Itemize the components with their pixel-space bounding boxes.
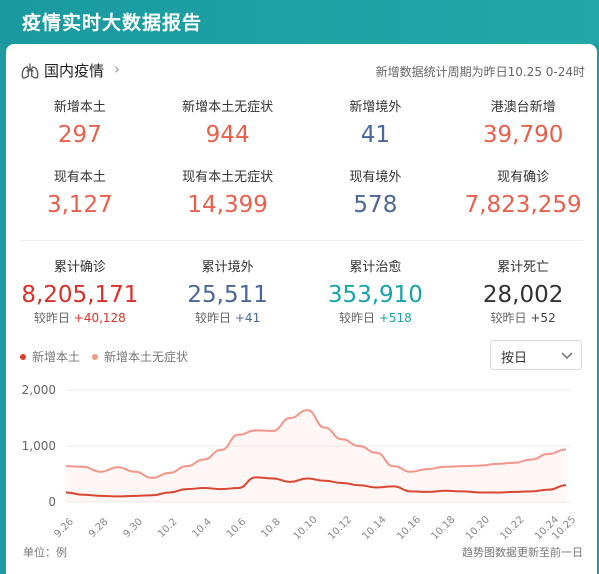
stat-value: 3,127 xyxy=(46,192,113,218)
x-tick-label: 10.2 xyxy=(156,516,180,540)
stat-label: 累计确诊 xyxy=(53,260,106,275)
stat-value: 41 xyxy=(360,122,391,148)
stat-new-local-asymptomatic: 新增本土无症状 944 xyxy=(154,98,302,150)
x-tick-label: 10.6 xyxy=(225,516,249,540)
select-value: 按日 xyxy=(501,351,528,366)
series-line-local xyxy=(65,476,567,498)
compare-value: +52 xyxy=(530,311,556,325)
stat-compare: 较昨日 +41 xyxy=(154,310,302,326)
stat-label: 现有确诊 xyxy=(497,170,550,185)
stat-current-imported: 现有境外 578 xyxy=(302,168,450,220)
stat-current-confirmed: 现有确诊 7,823,259 xyxy=(449,168,597,220)
compare-value: +40,128 xyxy=(73,311,126,325)
x-tick-label: 10.4 xyxy=(190,516,214,540)
stat-label: 现有本土无症状 xyxy=(182,170,274,185)
x-tick-label: 10.20 xyxy=(464,514,492,542)
stat-compare: 较昨日 +518 xyxy=(302,310,450,326)
legend-dot xyxy=(92,353,99,360)
x-tick-label: 9.28 xyxy=(87,516,111,540)
stat-label: 港澳台新增 xyxy=(490,100,556,115)
stat-new-imported: 新增境外 41 xyxy=(302,98,450,150)
stat-value: 297 xyxy=(57,122,102,148)
legend-item-asymptomatic[interactable]: 新增本土无症状 xyxy=(92,348,188,365)
compare-label: 较昨日 xyxy=(338,311,375,325)
stat-label: 现有境外 xyxy=(349,170,402,185)
stat-total-recovered: 累计治愈 353,910 较昨日 +518 xyxy=(302,258,450,326)
x-tick-label: 10.22 xyxy=(498,514,526,542)
series-line-asymptomatic xyxy=(65,409,567,479)
stat-label: 新增本土 xyxy=(53,100,106,115)
y-tick-label: 2,000 xyxy=(22,383,56,397)
stat-total-deaths: 累计死亡 28,002 较昨日 +52 xyxy=(449,258,597,326)
y-tick-label: 0 xyxy=(48,495,56,509)
stat-value: 578 xyxy=(353,192,398,218)
x-tick-label: 10.8 xyxy=(259,516,283,540)
stats-card: 国内疫情 › 新增数据统计周期为昨日10.25 0-24时 新增本土 297 新… xyxy=(6,44,597,574)
chevron-down-icon xyxy=(561,352,573,359)
stat-value: 7,823,259 xyxy=(464,192,582,218)
x-tick-label: 10.16 xyxy=(395,514,423,542)
x-tick-label: 10.18 xyxy=(430,514,458,542)
stat-current-local: 现有本土 3,127 xyxy=(6,168,154,220)
section-header[interactable]: 国内疫情 › 新增数据统计周期为昨日10.25 0-24时 xyxy=(6,44,597,94)
stat-new-local: 新增本土 297 xyxy=(6,98,154,150)
stat-current-local-asymptomatic: 现有本土无症状 14,399 xyxy=(154,168,302,220)
stat-value: 14,399 xyxy=(187,192,268,218)
stat-value: 39,790 xyxy=(482,122,564,148)
stats-row-current: 现有本土 3,127 现有本土无症状 14,399 现有境外 578 现有确诊 … xyxy=(6,168,597,220)
stat-value: 25,511 xyxy=(187,282,268,308)
legend-label: 新增本土无症状 xyxy=(104,350,189,364)
legend-item-local[interactable]: 新增本土 xyxy=(20,348,80,365)
stat-compare: 较昨日 +40,128 xyxy=(6,310,154,326)
stat-label: 累计治愈 xyxy=(349,260,402,275)
chevron-right-icon[interactable]: › xyxy=(114,60,120,78)
stat-label: 现有本土 xyxy=(53,170,106,185)
legend-dot xyxy=(20,353,26,360)
compare-value: +41 xyxy=(234,311,261,325)
x-tick-label: 10.14 xyxy=(361,514,389,542)
app-header: 疫情实时大数据报告 xyxy=(0,0,599,44)
trend-chart: 0 1,000 2,000 9.26 9.28 9.30 10.2 10.4 10.6 10.8 1… xyxy=(22,383,579,542)
x-tick-label: 9.30 xyxy=(121,516,145,540)
stat-label: 累计死亡 xyxy=(497,260,550,275)
stats-row-new: 新增本土 297 新增本土无症状 944 新增境外 41 港澳台新增 39,79… xyxy=(6,98,597,150)
stat-compare: 较昨日 +52 xyxy=(449,310,597,326)
legend-label: 新增本土 xyxy=(32,350,81,364)
stat-new-hmt: 港澳台新增 39,790 xyxy=(449,98,597,150)
y-tick-label: 1,000 xyxy=(22,439,56,453)
x-tick-label: 9.26 xyxy=(52,516,76,540)
stat-total-confirmed: 累计确诊 8,205,171 较昨日 +40,128 xyxy=(6,258,154,326)
stat-value: 8,205,171 xyxy=(21,282,139,308)
stat-label: 新增本土无症状 xyxy=(182,100,274,115)
stat-value: 28,002 xyxy=(482,282,564,308)
compare-label: 较昨日 xyxy=(195,311,232,325)
stat-label: 新增境外 xyxy=(349,100,402,115)
stat-value: 944 xyxy=(205,122,250,148)
update-note: 趋势图数据更新至前一日 xyxy=(462,546,583,559)
compare-label: 较昨日 xyxy=(490,311,527,325)
section-title[interactable]: 国内疫情 xyxy=(44,62,105,80)
stat-total-imported: 累计境外 25,511 较昨日 +41 xyxy=(154,258,302,326)
compare-value: +518 xyxy=(378,311,412,325)
stat-label: 累计境外 xyxy=(201,260,254,275)
compare-label: 较昨日 xyxy=(33,311,70,325)
stats-row-cumulative: 累计确诊 8,205,171 较昨日 +40,128 累计境外 25,511 较… xyxy=(6,258,597,326)
lungs-icon xyxy=(21,63,39,79)
period-note: 新增数据统计周期为昨日10.25 0-24时 xyxy=(375,65,585,79)
x-tick-label: 10.12 xyxy=(326,514,354,542)
series-area-asymptomatic xyxy=(66,410,566,502)
stat-value: 353,910 xyxy=(327,282,423,308)
page-title: 疫情实时大数据报告 xyxy=(22,12,203,34)
unit-label: 单位：例 xyxy=(23,546,67,559)
x-tick-label: 10.10 xyxy=(292,514,320,542)
chart-legend: 新增本土 新增本土无症状 xyxy=(20,348,200,365)
granularity-select[interactable]: 按日 xyxy=(490,340,582,370)
divider xyxy=(20,240,583,241)
